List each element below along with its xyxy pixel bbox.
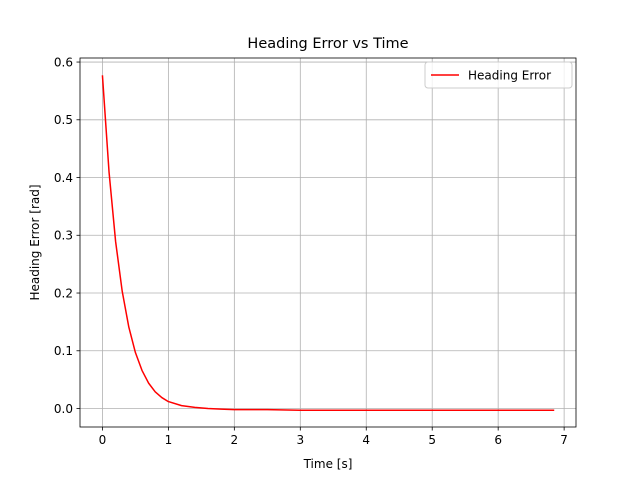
x-tick-label: 7 (560, 433, 568, 447)
y-tick-label: 0.0 (54, 402, 73, 416)
y-tick-label: 0.6 (54, 55, 73, 69)
y-tick-label: 0.3 (54, 229, 73, 243)
series-layer (101, 75, 555, 411)
chart-title: Heading Error vs Time (247, 36, 408, 52)
legend-box (424, 61, 573, 89)
plot-frame (79, 57, 577, 428)
x-tick-label: 6 (494, 433, 502, 447)
y-tick-label: 0.4 (54, 171, 73, 185)
ticks: 0 1 2 3 4 5 6 7 0.0 0.1 0.2 0.3 0.4 0.5 0.6 (54, 55, 568, 447)
legend: Heading Error (424, 61, 573, 89)
y-tick-label: 0.2 (54, 286, 73, 300)
y-tick-label: 0.5 (54, 113, 73, 127)
x-axis-label: Time [s] (303, 457, 353, 471)
legend-label-heading-error: Heading Error (468, 68, 551, 82)
grid (80, 58, 576, 427)
x-tick-label: 0 (99, 433, 107, 447)
series-line-heading-error (101, 75, 555, 411)
x-tick-label: 1 (165, 433, 173, 447)
x-tick-label: 4 (362, 433, 370, 447)
x-tick-label: 3 (296, 433, 304, 447)
x-tick-label: 5 (428, 433, 436, 447)
y-tick-label: 0.1 (54, 344, 73, 358)
y-axis-label: Heading Error [rad] (28, 184, 42, 300)
x-tick-label: 2 (231, 433, 239, 447)
